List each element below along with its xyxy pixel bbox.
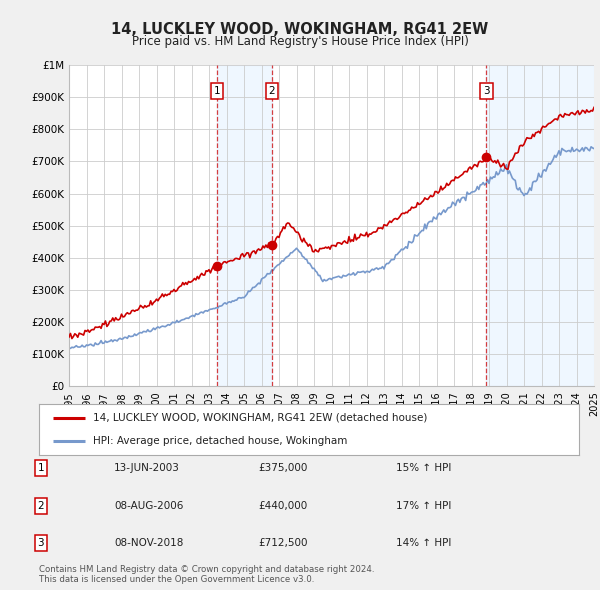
Text: 15% ↑ HPI: 15% ↑ HPI xyxy=(396,463,451,473)
Bar xyxy=(217,65,272,386)
Text: 08-NOV-2018: 08-NOV-2018 xyxy=(114,539,184,548)
Text: £440,000: £440,000 xyxy=(258,501,307,510)
Text: HPI: Average price, detached house, Wokingham: HPI: Average price, detached house, Woki… xyxy=(93,437,347,447)
Text: Contains HM Land Registry data © Crown copyright and database right 2024.
This d: Contains HM Land Registry data © Crown c… xyxy=(39,565,374,584)
Text: 14% ↑ HPI: 14% ↑ HPI xyxy=(396,539,451,548)
Text: £375,000: £375,000 xyxy=(258,463,307,473)
Text: 2: 2 xyxy=(37,501,44,510)
Text: Price paid vs. HM Land Registry's House Price Index (HPI): Price paid vs. HM Land Registry's House … xyxy=(131,35,469,48)
Bar xyxy=(487,65,594,386)
Text: 13-JUN-2003: 13-JUN-2003 xyxy=(114,463,180,473)
Text: 3: 3 xyxy=(37,539,44,548)
Text: 14, LUCKLEY WOOD, WOKINGHAM, RG41 2EW: 14, LUCKLEY WOOD, WOKINGHAM, RG41 2EW xyxy=(112,22,488,37)
Text: 1: 1 xyxy=(37,463,44,473)
Text: 08-AUG-2006: 08-AUG-2006 xyxy=(114,501,184,510)
Text: 14, LUCKLEY WOOD, WOKINGHAM, RG41 2EW (detached house): 14, LUCKLEY WOOD, WOKINGHAM, RG41 2EW (d… xyxy=(93,412,427,422)
Text: £712,500: £712,500 xyxy=(258,539,308,548)
Text: 1: 1 xyxy=(214,86,220,96)
Text: 2: 2 xyxy=(269,86,275,96)
Text: 3: 3 xyxy=(483,86,490,96)
Text: 17% ↑ HPI: 17% ↑ HPI xyxy=(396,501,451,510)
